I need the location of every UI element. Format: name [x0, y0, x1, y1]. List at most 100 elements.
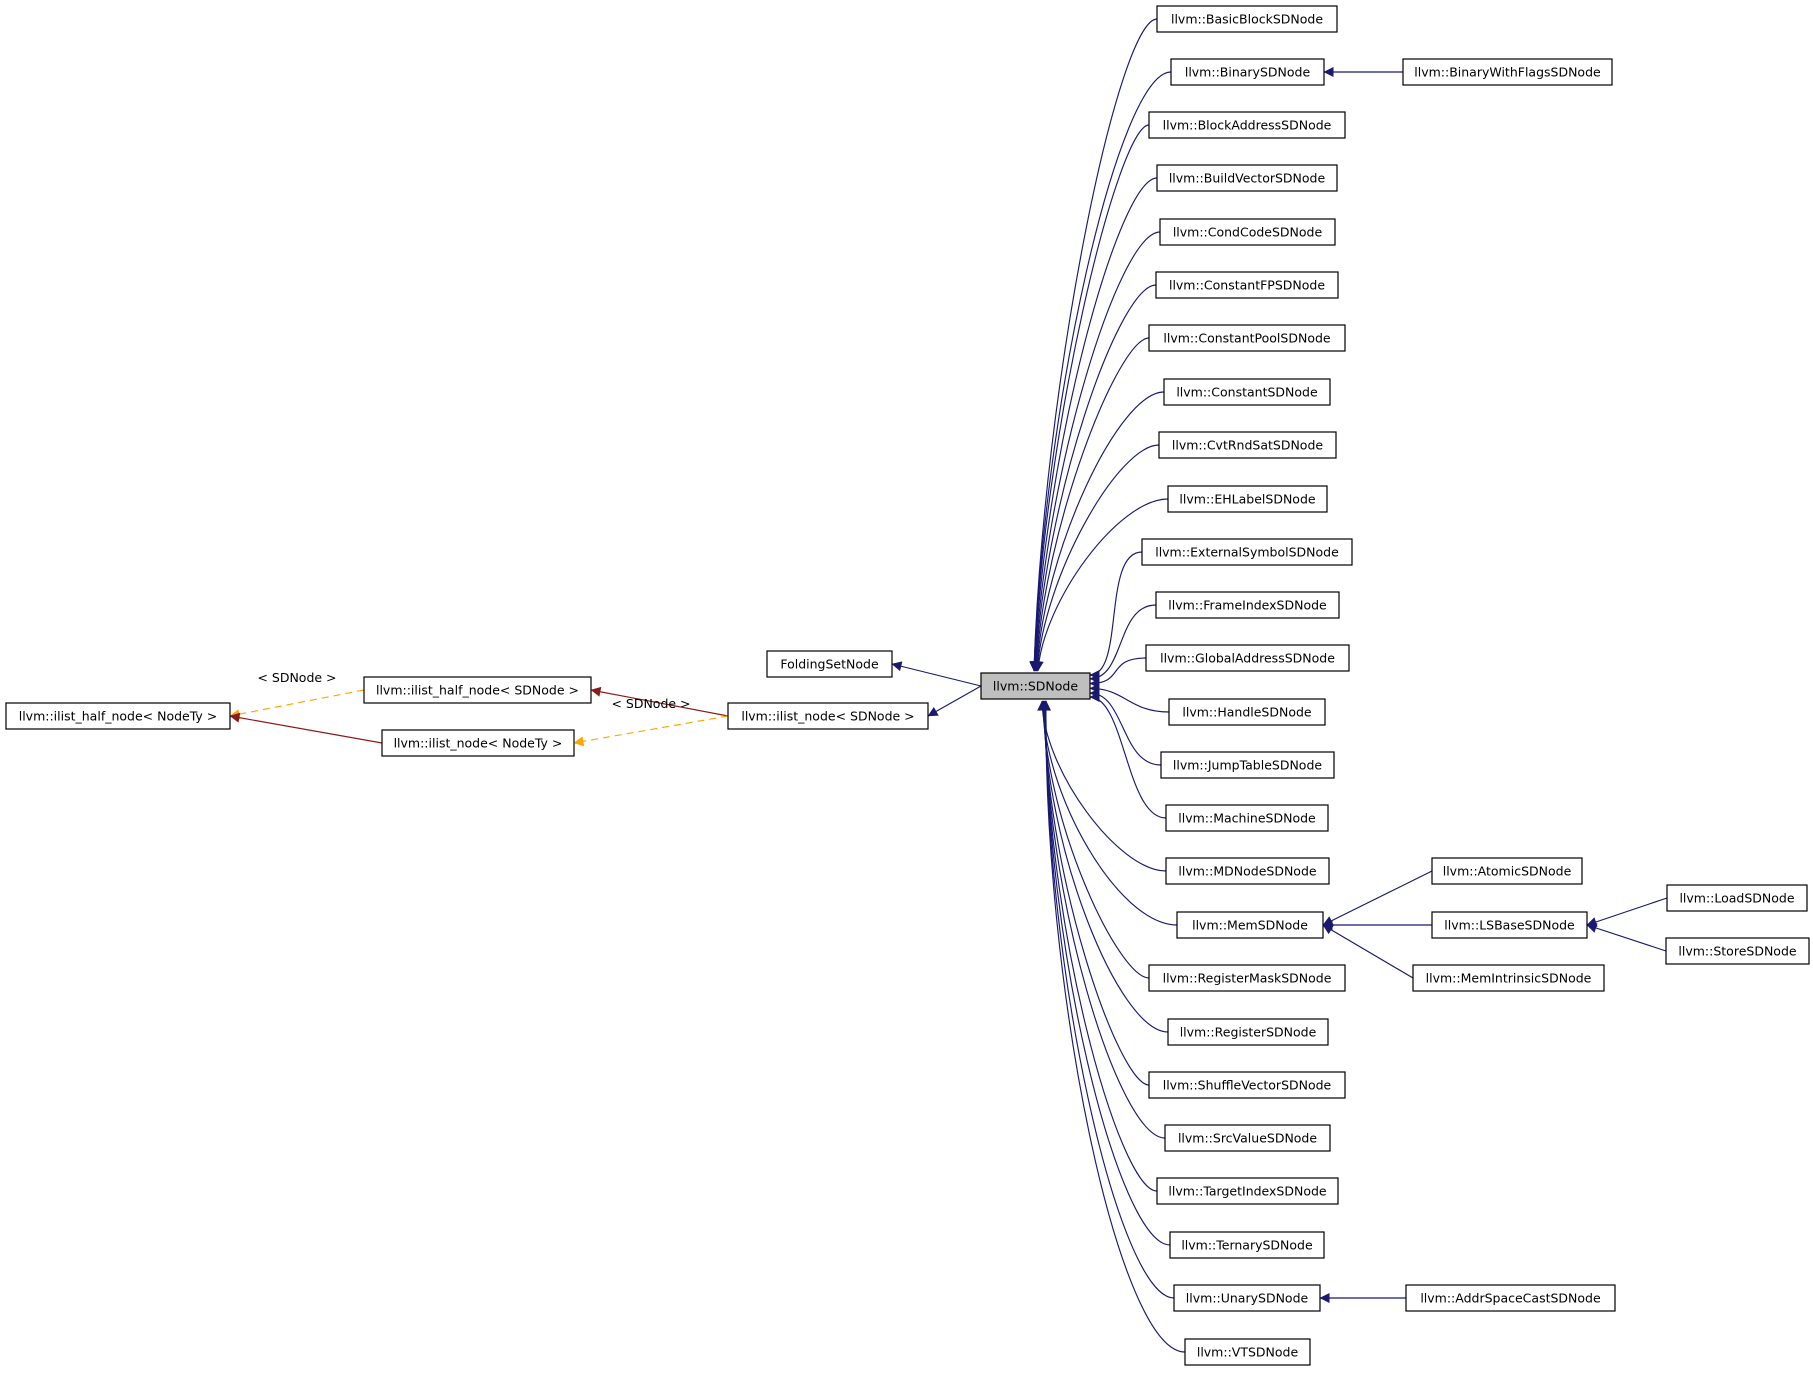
- edge-register-to-sdnode: [1038, 700, 1169, 1033]
- edge-registermask-to-sdnode: [1038, 700, 1150, 979]
- edge-basicblock-to-sdnode: [1029, 18, 1158, 672]
- class-node-label-vt: llvm::VTSDNode: [1197, 1345, 1299, 1360]
- edge-sdnode-to-ilist_node_sdnode: [927, 685, 982, 717]
- edge-ternary-to-sdnode: [1040, 700, 1171, 1246]
- class-node-label-register: llvm::RegisterSDNode: [1180, 1025, 1317, 1040]
- class-node-label-binarywithflags: llvm::BinaryWithFlagsSDNode: [1414, 65, 1601, 80]
- class-node-shufflevector[interactable]: llvm::ShuffleVectorSDNode: [1148, 1071, 1346, 1099]
- class-node-vt[interactable]: llvm::VTSDNode: [1184, 1338, 1311, 1366]
- edge-condcode-to-sdnode: [1030, 231, 1161, 672]
- class-node-jumptable[interactable]: llvm::JumpTableSDNode: [1160, 751, 1335, 779]
- edge-machine-to-sdnode: [1089, 692, 1167, 819]
- class-node-label-machine: llvm::MachineSDNode: [1178, 811, 1316, 826]
- edge-vt-to-sdnode: [1040, 700, 1186, 1353]
- class-node-box-externalsymbol: [1141, 538, 1353, 566]
- class-node-ilist_half_sdnode[interactable]: llvm::ilist_half_node< SDNode >: [363, 676, 592, 704]
- class-node-label-ilist_node_nodety: llvm::ilist_node< NodeTy >: [394, 736, 563, 751]
- class-node-box-lsbase: [1431, 911, 1588, 939]
- edge-unary-to-sdnode: [1040, 700, 1175, 1299]
- class-node-label-frameindex: llvm::FrameIndexSDNode: [1168, 598, 1327, 613]
- class-node-register[interactable]: llvm::RegisterSDNode: [1167, 1018, 1329, 1046]
- edge-ilist_node_nodety-to-ilist_half_nodety: [229, 712, 383, 744]
- edge-globaladdress-to-sdnode: [1089, 657, 1147, 689]
- class-node-label-ehlabel: llvm::EHLabelSDNode: [1179, 492, 1315, 507]
- edge-constantfp-to-sdnode: [1030, 284, 1157, 672]
- class-node-frameindex[interactable]: llvm::FrameIndexSDNode: [1155, 591, 1340, 619]
- edge-sdnode-to-foldingsetnode: [891, 661, 982, 687]
- class-node-cvtrndsat[interactable]: llvm::CvtRndSatSDNode: [1158, 431, 1337, 459]
- class-node-box-binary: [1170, 58, 1325, 86]
- edge-mem-to-sdnode: [1037, 700, 1178, 926]
- class-node-label-registermask: llvm::RegisterMaskSDNode: [1163, 971, 1332, 986]
- class-node-machine[interactable]: llvm::MachineSDNode: [1165, 804, 1329, 832]
- class-node-label-mdnode: llvm::MDNodeSDNode: [1178, 864, 1316, 879]
- class-node-condcode[interactable]: llvm::CondCodeSDNode: [1159, 218, 1336, 246]
- class-node-ilist_node_nodety[interactable]: llvm::ilist_node< NodeTy >: [381, 729, 575, 757]
- class-node-box-ehlabel: [1167, 485, 1328, 513]
- class-node-mdnode[interactable]: llvm::MDNodeSDNode: [1165, 857, 1330, 885]
- class-node-ilist_half_nodety[interactable]: llvm::ilist_half_node< NodeTy >: [5, 702, 231, 730]
- class-node-label-handle: llvm::HandleSDNode: [1182, 705, 1312, 720]
- class-node-box-ternary: [1169, 1231, 1325, 1259]
- class-node-ilist_node_sdnode[interactable]: llvm::ilist_node< SDNode >: [727, 702, 929, 730]
- class-node-memintrinsic[interactable]: llvm::MemIntrinsicSDNode: [1412, 964, 1605, 992]
- class-node-box-mdnode: [1165, 857, 1330, 885]
- class-node-constantpool[interactable]: llvm::ConstantPoolSDNode: [1148, 324, 1346, 352]
- class-node-box-load: [1666, 884, 1808, 912]
- class-node-box-srcvalue: [1164, 1124, 1331, 1152]
- class-node-box-frameindex: [1155, 591, 1340, 619]
- class-node-lsbase[interactable]: llvm::LSBaseSDNode: [1431, 911, 1588, 939]
- class-node-label-blockaddress: llvm::BlockAddressSDNode: [1163, 118, 1332, 133]
- class-node-targetindex[interactable]: llvm::TargetIndexSDNode: [1156, 1177, 1339, 1205]
- class-node-registermask[interactable]: llvm::RegisterMaskSDNode: [1148, 964, 1346, 992]
- class-node-basicblock[interactable]: llvm::BasicBlockSDNode: [1156, 5, 1338, 33]
- class-node-handle[interactable]: llvm::HandleSDNode: [1168, 698, 1326, 726]
- class-node-atomic[interactable]: llvm::AtomicSDNode: [1431, 857, 1583, 885]
- class-node-box-cvtrndsat: [1158, 431, 1337, 459]
- class-node-mem[interactable]: llvm::MemSDNode: [1176, 911, 1324, 939]
- class-node-store[interactable]: llvm::StoreSDNode: [1665, 937, 1810, 965]
- edge-ehlabel-to-sdnode: [1033, 498, 1169, 672]
- class-node-label-ilist_half_sdnode: llvm::ilist_half_node< SDNode >: [376, 683, 579, 698]
- class-node-box-ilist_half_nodety: [5, 702, 231, 730]
- class-node-box-memintrinsic: [1412, 964, 1605, 992]
- edge-load-to-lsbase: [1586, 897, 1668, 927]
- class-node-box-globaladdress: [1145, 644, 1350, 672]
- class-node-sdnode[interactable]: llvm::SDNode: [980, 672, 1091, 700]
- class-node-box-condcode: [1159, 218, 1336, 246]
- class-node-box-shufflevector: [1148, 1071, 1346, 1099]
- class-node-box-constantfp: [1155, 271, 1339, 299]
- class-node-box-targetindex: [1156, 1177, 1339, 1205]
- class-node-blockaddress[interactable]: llvm::BlockAddressSDNode: [1148, 111, 1346, 139]
- class-node-ehlabel[interactable]: llvm::EHLabelSDNode: [1167, 485, 1328, 513]
- class-node-label-constant: llvm::ConstantSDNode: [1176, 385, 1318, 400]
- class-node-label-memintrinsic: llvm::MemIntrinsicSDNode: [1426, 971, 1592, 986]
- class-node-binarywithflags[interactable]: llvm::BinaryWithFlagsSDNode: [1402, 58, 1613, 86]
- class-node-srcvalue[interactable]: llvm::SrcValueSDNode: [1164, 1124, 1331, 1152]
- class-node-ternary[interactable]: llvm::TernarySDNode: [1169, 1231, 1325, 1259]
- class-node-label-shufflevector: llvm::ShuffleVectorSDNode: [1163, 1078, 1332, 1093]
- class-node-foldingsetnode[interactable]: FoldingSetNode: [766, 650, 893, 678]
- class-node-label-jumptable: llvm::JumpTableSDNode: [1173, 758, 1322, 773]
- class-node-globaladdress[interactable]: llvm::GlobalAddressSDNode: [1145, 644, 1350, 672]
- edges-layer: < SDNode > < SDNode >: [229, 18, 1668, 1353]
- class-node-label-sdnode: llvm::SDNode: [993, 679, 1078, 694]
- class-node-box-ilist_node_sdnode: [727, 702, 929, 730]
- class-node-box-machine: [1165, 804, 1329, 832]
- class-node-binary[interactable]: llvm::BinarySDNode: [1170, 58, 1325, 86]
- class-node-constant[interactable]: llvm::ConstantSDNode: [1163, 378, 1331, 406]
- class-node-unary[interactable]: llvm::UnarySDNode: [1173, 1284, 1321, 1312]
- edge-mdnode-to-sdnode: [1037, 700, 1167, 872]
- nodes-layer: llvm::ilist_half_node< NodeTy >llvm::ili…: [5, 5, 1810, 1366]
- class-node-constantfp[interactable]: llvm::ConstantFPSDNode: [1155, 271, 1339, 299]
- class-node-label-globaladdress: llvm::GlobalAddressSDNode: [1160, 651, 1335, 666]
- class-node-label-lsbase: llvm::LSBaseSDNode: [1444, 918, 1575, 933]
- class-node-externalsymbol[interactable]: llvm::ExternalSymbolSDNode: [1141, 538, 1353, 566]
- class-node-box-sdnode: [980, 672, 1091, 700]
- edge-jumptable-to-sdnode: [1089, 688, 1162, 766]
- class-node-buildvector[interactable]: llvm::BuildVectorSDNode: [1156, 164, 1338, 192]
- class-node-label-externalsymbol: llvm::ExternalSymbolSDNode: [1155, 545, 1339, 560]
- edge-constant-to-sdnode: [1032, 391, 1165, 672]
- class-node-load[interactable]: llvm::LoadSDNode: [1666, 884, 1808, 912]
- class-node-addrspacecast[interactable]: llvm::AddrSpaceCastSDNode: [1405, 1284, 1616, 1312]
